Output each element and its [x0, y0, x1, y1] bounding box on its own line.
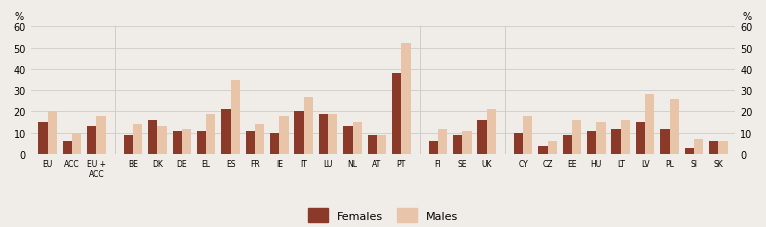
Bar [343, 127, 352, 154]
Bar [709, 142, 719, 154]
Bar [148, 121, 158, 154]
Bar [206, 114, 215, 154]
Text: %: % [15, 12, 24, 22]
Bar [523, 116, 532, 154]
Bar [719, 142, 728, 154]
Bar [548, 142, 557, 154]
Bar [486, 110, 496, 154]
Bar [87, 127, 97, 154]
Bar [246, 131, 255, 154]
Bar [63, 142, 72, 154]
Bar [197, 131, 206, 154]
Bar [47, 112, 57, 154]
Bar [231, 80, 240, 154]
Bar [620, 121, 630, 154]
Bar [429, 142, 438, 154]
Bar [660, 129, 669, 154]
Bar [685, 148, 694, 154]
Bar [587, 131, 597, 154]
Bar [514, 133, 523, 154]
Bar [158, 127, 167, 154]
Bar [694, 140, 703, 154]
Bar [477, 121, 486, 154]
Bar [538, 146, 548, 154]
Bar [294, 112, 304, 154]
Bar [597, 123, 606, 154]
Bar [172, 131, 182, 154]
Bar [453, 135, 462, 154]
Bar [392, 74, 401, 154]
Bar [572, 121, 581, 154]
Bar [611, 129, 620, 154]
Text: %: % [742, 12, 751, 22]
Bar [328, 114, 337, 154]
Bar [280, 116, 289, 154]
Bar [563, 135, 572, 154]
Bar [72, 133, 81, 154]
Bar [97, 116, 106, 154]
Bar [304, 97, 313, 154]
Bar [255, 125, 264, 154]
Bar [221, 110, 231, 154]
Bar [438, 129, 447, 154]
Bar [319, 114, 328, 154]
Bar [645, 95, 654, 154]
Bar [462, 131, 472, 154]
Legend: Females, Males: Females, Males [308, 208, 458, 222]
Bar [38, 123, 47, 154]
Bar [669, 99, 679, 154]
Bar [352, 123, 362, 154]
Bar [133, 125, 142, 154]
Bar [401, 44, 411, 154]
Bar [636, 123, 645, 154]
Bar [377, 135, 386, 154]
Bar [368, 135, 377, 154]
Bar [124, 135, 133, 154]
Bar [182, 129, 191, 154]
Bar [270, 133, 280, 154]
